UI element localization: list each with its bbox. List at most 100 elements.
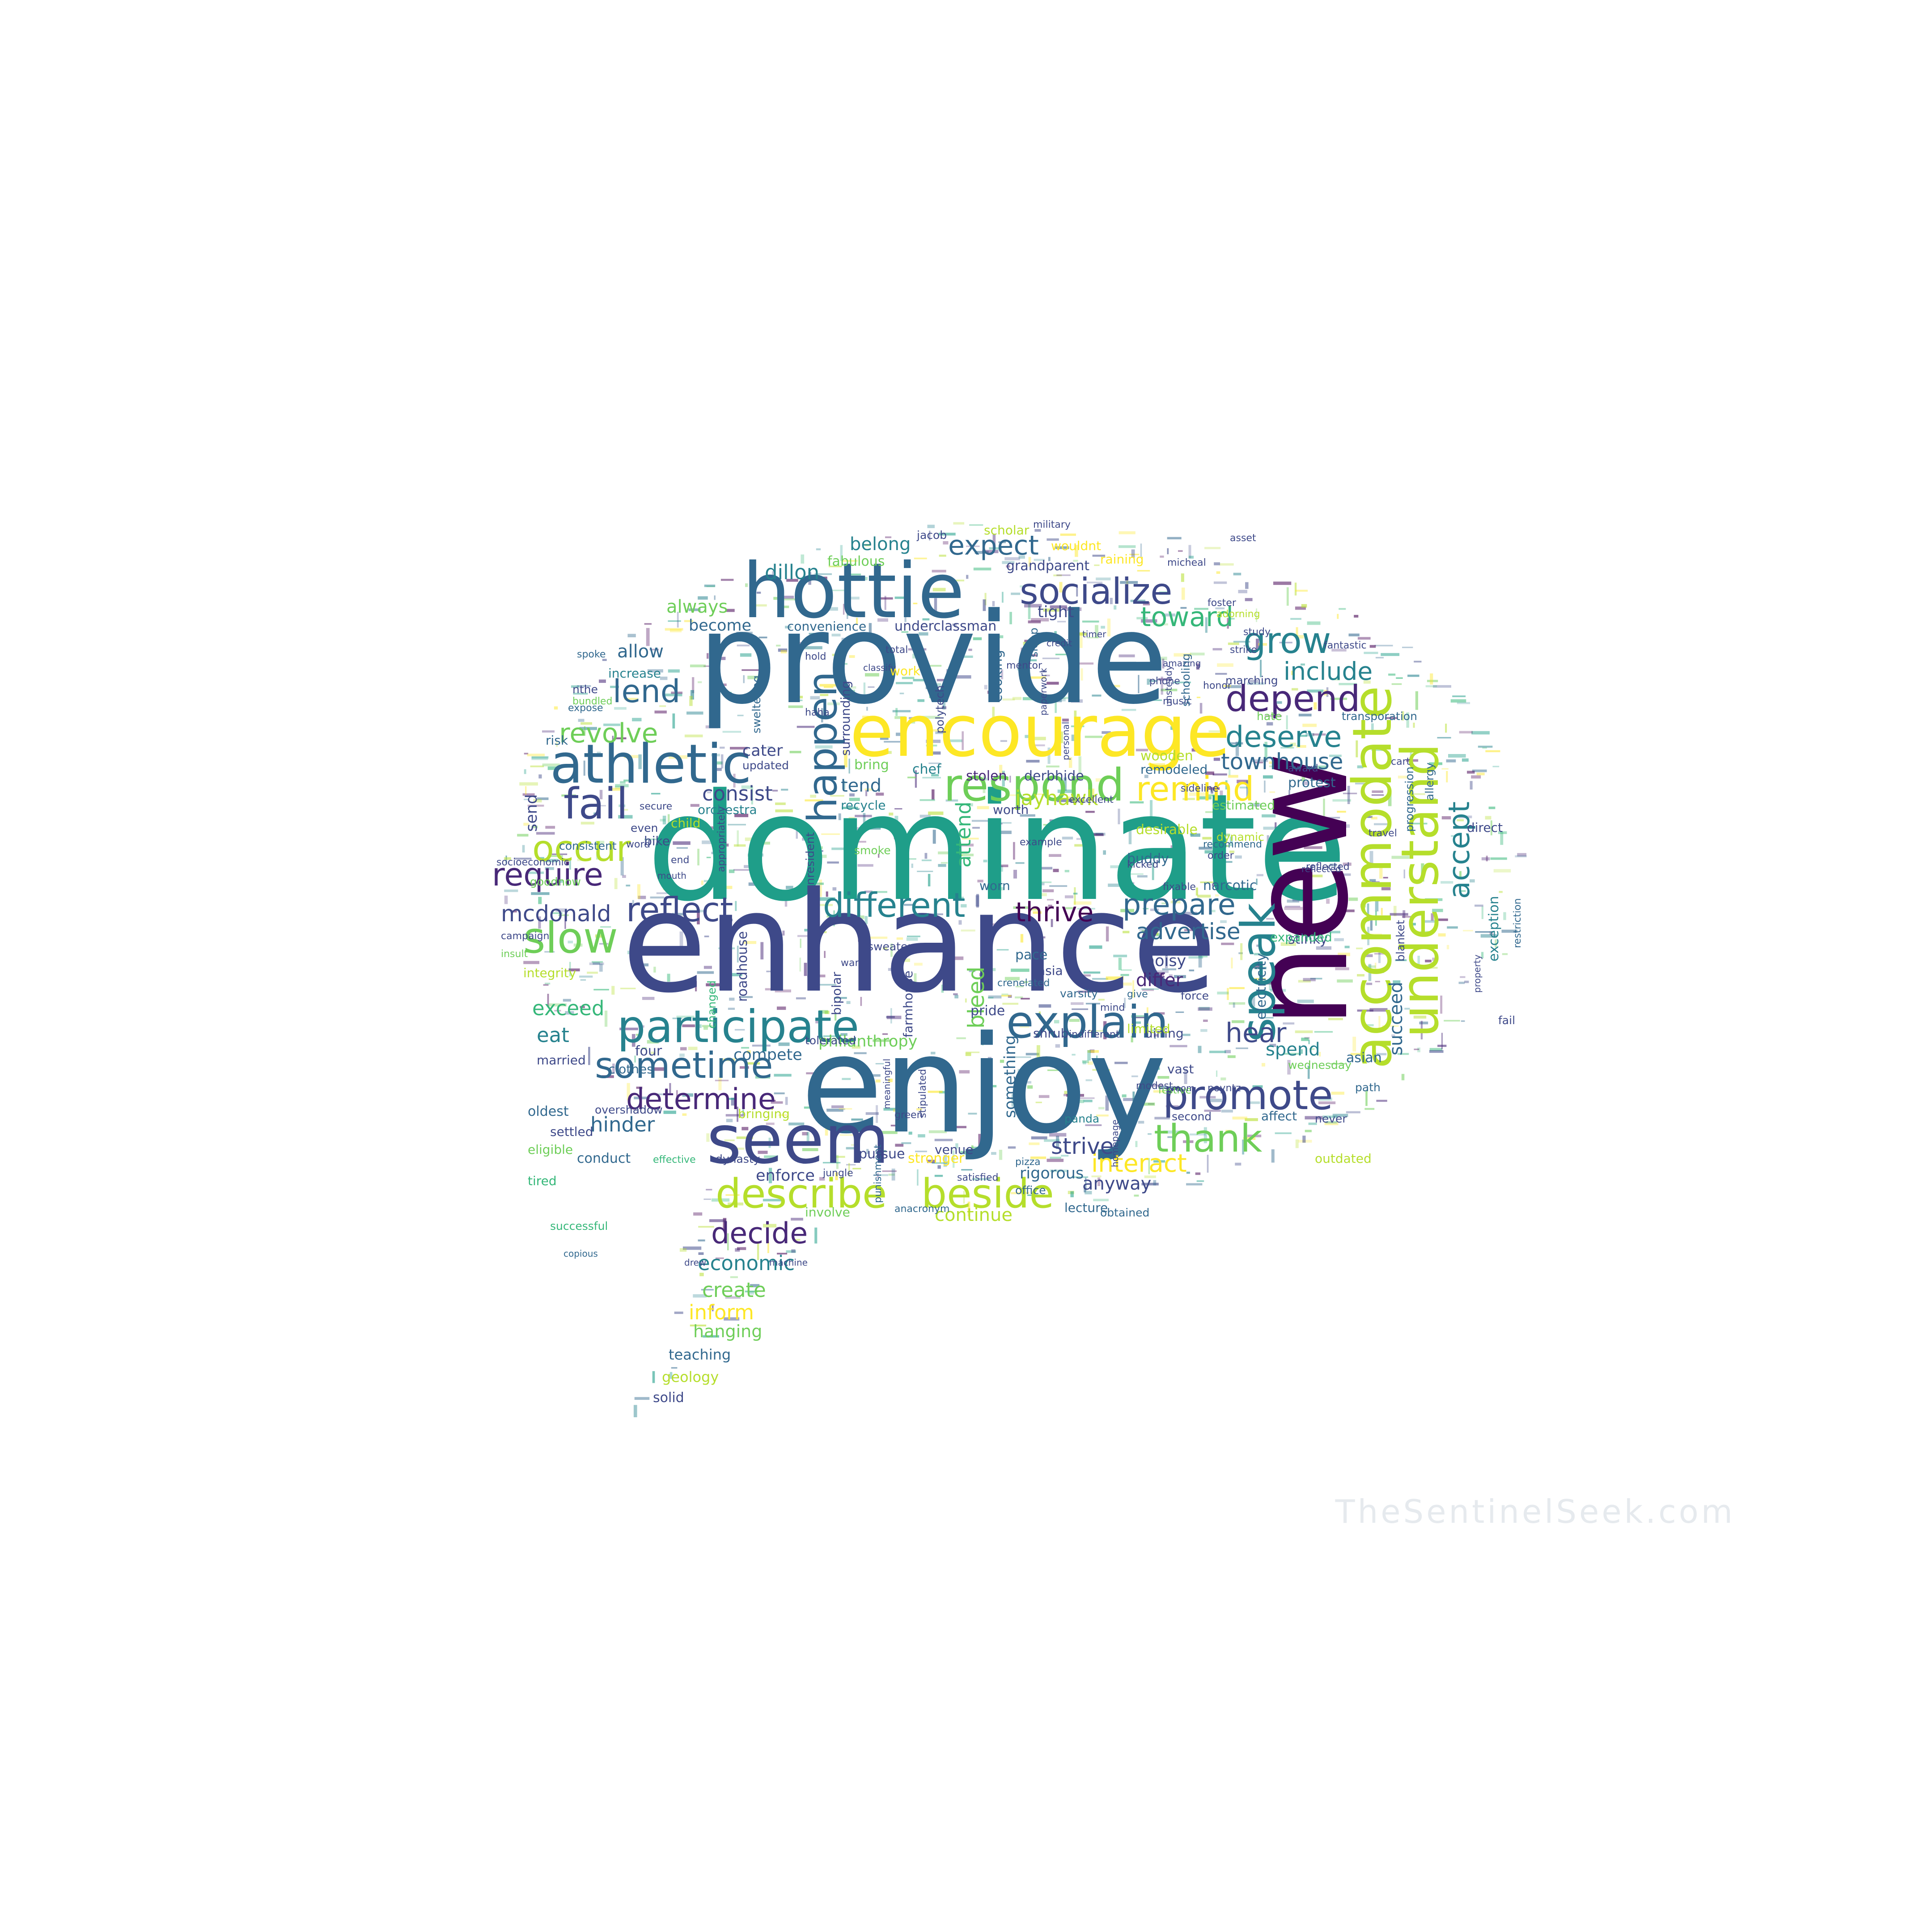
filler-word-mark (1096, 1055, 1098, 1063)
filler-word-mark (1194, 608, 1208, 610)
filler-word-mark (1046, 765, 1059, 767)
filler-word-mark (919, 632, 928, 636)
cloud-word: desirable (1136, 822, 1198, 838)
filler-word-mark (800, 938, 801, 948)
filler-word-mark (1025, 735, 1031, 738)
filler-word-mark (939, 533, 956, 536)
filler-word-mark (956, 874, 958, 886)
filler-word-mark (1191, 833, 1200, 837)
filler-word-mark (1131, 1035, 1133, 1042)
filler-word-mark (1096, 577, 1111, 580)
filler-word-mark (587, 971, 598, 974)
filler-word-mark (946, 1105, 953, 1107)
filler-word-mark (545, 859, 559, 862)
filler-word-mark (1129, 554, 1140, 555)
cloud-word: cater (742, 742, 783, 760)
filler-word-mark (914, 557, 927, 559)
filler-word-mark (884, 596, 886, 610)
filler-word-mark (1000, 1059, 1004, 1063)
cloud-word: require (492, 856, 603, 893)
filler-word-mark (993, 862, 999, 866)
filler-word-mark (1375, 657, 1384, 659)
filler-word-mark (1238, 952, 1243, 954)
filler-word-mark (1235, 855, 1242, 859)
filler-word-mark (656, 892, 669, 894)
filler-word-mark (1292, 898, 1306, 902)
filler-word-mark (825, 1123, 828, 1136)
filler-word-mark (537, 797, 549, 800)
filler-word-mark (1161, 902, 1166, 904)
filler-word-mark (1445, 724, 1447, 733)
filler-word-mark (1339, 904, 1344, 907)
filler-word-mark (1070, 1191, 1074, 1198)
filler-word-mark (1087, 833, 1103, 836)
filler-word-mark (880, 597, 893, 600)
filler-word-mark (1055, 1044, 1060, 1048)
cloud-word: deserve (1225, 720, 1342, 754)
filler-word-mark (761, 842, 770, 845)
cloud-word: reflect (626, 890, 733, 929)
filler-word-mark (873, 1039, 891, 1042)
filler-word-mark (993, 1085, 997, 1088)
filler-word-mark (1422, 966, 1438, 969)
filler-word-mark (1215, 894, 1219, 897)
filler-word-mark (842, 1078, 851, 1080)
filler-word-mark (735, 901, 737, 911)
filler-word-mark (960, 1151, 967, 1155)
cloud-word: participate (617, 1000, 859, 1053)
filler-word-mark (527, 805, 544, 807)
filler-word-mark (730, 747, 748, 750)
cloud-word: force (1181, 989, 1209, 1002)
filler-word-mark (923, 676, 934, 678)
filler-word-mark (1170, 726, 1177, 730)
cloud-word: worth (993, 802, 1029, 817)
filler-word-mark (1071, 699, 1083, 703)
filler-word-mark (850, 690, 855, 693)
filler-word-mark (736, 1136, 753, 1139)
filler-word-mark (1308, 1123, 1317, 1125)
filler-word-mark (1135, 821, 1140, 823)
filler-word-mark (555, 879, 563, 883)
filler-word-mark (649, 648, 659, 651)
filler-word-mark (1229, 836, 1233, 847)
filler-word-mark (538, 916, 541, 929)
filler-word-mark (1318, 1101, 1336, 1104)
filler-word-mark (1287, 899, 1300, 903)
filler-word-mark (1397, 1053, 1409, 1055)
cloud-word: enjoy (801, 1007, 1167, 1163)
filler-word-mark (1136, 617, 1148, 619)
filler-word-mark (1074, 844, 1084, 847)
filler-word-mark (669, 1372, 673, 1379)
filler-word-mark (733, 774, 736, 788)
filler-word-mark (615, 786, 625, 789)
filler-word-mark (545, 867, 554, 870)
filler-word-mark (737, 644, 750, 647)
filler-word-mark (1328, 779, 1331, 792)
filler-word-mark (1371, 794, 1384, 796)
cloud-word: mouth (657, 870, 686, 881)
filler-word-mark (1199, 703, 1203, 714)
filler-word-mark (885, 751, 892, 754)
filler-word-mark (1012, 697, 1022, 700)
filler-word-mark (1020, 934, 1024, 943)
filler-word-mark (929, 695, 938, 699)
filler-word-mark (961, 904, 967, 908)
filler-word-mark (1078, 756, 1081, 774)
filler-word-mark (1023, 642, 1039, 645)
filler-word-mark (1053, 698, 1066, 702)
filler-word-mark (884, 741, 902, 743)
filler-word-mark (1378, 951, 1381, 963)
filler-word-mark (1200, 881, 1213, 883)
filler-word-mark (1153, 1180, 1157, 1186)
filler-word-mark (1305, 856, 1309, 860)
filler-word-mark (857, 864, 873, 867)
filler-word-mark (1235, 741, 1239, 756)
cloud-word: anacronym (894, 1203, 949, 1215)
filler-word-mark (1324, 931, 1340, 933)
filler-word-mark (968, 1113, 977, 1115)
filler-word-mark (791, 1249, 796, 1253)
filler-word-mark (972, 1178, 990, 1180)
filler-word-mark (1163, 1130, 1181, 1134)
filler-word-mark (1256, 878, 1258, 885)
filler-word-mark (818, 931, 827, 933)
